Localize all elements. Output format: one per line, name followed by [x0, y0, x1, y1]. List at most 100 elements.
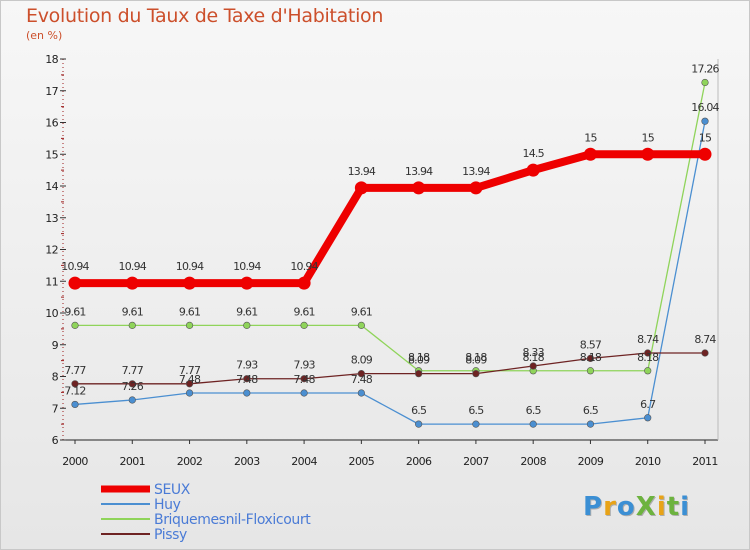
y-tick-label: 9 — [52, 339, 59, 352]
data-point — [415, 370, 423, 378]
data-label: 13.94 — [348, 165, 376, 178]
chart-title: Evolution du Taux de Taxe d'Habitation — [26, 5, 384, 27]
series-line — [71, 150, 709, 288]
legend-label: SEUX — [154, 482, 191, 498]
data-label: 6.5 — [583, 404, 599, 417]
data-label: 6.5 — [526, 404, 542, 417]
x-tick-label: 2001 — [119, 455, 145, 468]
data-label: 9.61 — [236, 305, 257, 318]
data-point — [529, 362, 537, 370]
data-label: 8.18 — [408, 351, 430, 364]
x-tick-label: 2011 — [692, 455, 718, 468]
data-point — [243, 389, 251, 397]
data-point — [71, 321, 79, 329]
x-tick-label: 2005 — [349, 455, 375, 468]
data-label: 9.61 — [64, 305, 85, 318]
y-tick-label: 18 — [45, 53, 58, 66]
data-point — [641, 147, 655, 161]
y-tick-label: 10 — [45, 307, 58, 320]
data-label: 14.5 — [523, 147, 545, 160]
data-label: 8.57 — [580, 338, 602, 351]
logo-letter: i — [656, 492, 667, 522]
data-label: 17.26 — [691, 62, 719, 75]
data-point — [185, 389, 194, 397]
x-tick-label: 2006 — [406, 455, 432, 468]
data-point — [526, 163, 540, 177]
legend-item: SEUX — [101, 482, 191, 498]
data-point — [644, 349, 652, 357]
legend-label: Pissy — [154, 527, 187, 543]
data-label: 15 — [642, 131, 655, 144]
data-point — [529, 420, 537, 428]
data-point — [185, 380, 194, 388]
data-point — [300, 389, 308, 397]
chart-axes: 6 7 8 9 10 11 12 13 14 15 16 17 18 2000 2001 2002 2003 20… — [45, 53, 719, 468]
y-tick-label: 14 — [45, 180, 58, 193]
data-label: 7.93 — [293, 359, 315, 372]
data-point — [297, 276, 311, 290]
data-label: 7.93 — [236, 359, 258, 372]
data-label: 8.09 — [351, 354, 373, 367]
data-label: 8.18 — [523, 351, 545, 364]
data-label: 6.5 — [411, 404, 427, 417]
data-point — [243, 321, 251, 329]
y-tick-label: 6 — [52, 434, 59, 447]
data-point — [300, 375, 308, 383]
data-label: 7.48 — [293, 373, 315, 386]
data-point — [586, 367, 595, 375]
data-label: 7.77 — [179, 364, 201, 377]
data-point — [701, 78, 709, 87]
data-point — [644, 367, 652, 375]
data-label: 10.94 — [233, 260, 261, 273]
legend-item: Briquemesnil-Floxicourt — [101, 512, 312, 528]
data-point — [472, 370, 480, 378]
x-tick-label: 2008 — [520, 455, 546, 468]
x-tick-label: 2000 — [62, 455, 88, 468]
data-label: 8.33 — [523, 346, 545, 359]
data-point — [469, 181, 483, 195]
series-pissy — [71, 349, 709, 388]
data-label: 15 — [699, 131, 712, 144]
data-label: 8.18 — [465, 351, 487, 364]
data-point — [586, 420, 595, 428]
series-huy — [71, 117, 709, 428]
x-tick-label: 2004 — [291, 455, 317, 468]
legend-label: Huy — [154, 497, 181, 513]
data-point — [644, 414, 652, 422]
data-point — [125, 276, 139, 290]
data-label: 7.77 — [64, 364, 86, 377]
data-point — [128, 396, 136, 404]
series-seux — [68, 147, 712, 290]
series-line — [74, 81, 706, 372]
data-point — [128, 321, 136, 329]
data-label: 7.77 — [122, 364, 144, 377]
data-label: 7.12 — [64, 384, 85, 397]
data-label: 8.74 — [694, 333, 716, 346]
data-label: 8.18 — [580, 351, 602, 364]
y-tick-label: 17 — [45, 85, 58, 98]
logo-letter: o — [616, 492, 636, 522]
x-tick-label: 2007 — [463, 455, 489, 468]
data-point — [701, 117, 709, 125]
x-tick-label: 2003 — [234, 455, 260, 468]
data-label: 9.61 — [179, 305, 200, 318]
chart-unit-label: (en %) — [26, 29, 63, 42]
data-point — [68, 276, 82, 290]
logo-letter: r — [603, 492, 617, 522]
data-label: 7.48 — [236, 373, 258, 386]
data-label: 15 — [584, 131, 597, 144]
logo-letter: X — [635, 492, 657, 522]
data-point — [412, 181, 426, 195]
data-label: 13.94 — [405, 165, 433, 178]
value-labels-layer: 10.94 10.94 10.94 10.94 10.94 13.94 13.94 13.94… — [61, 62, 720, 417]
series-line — [74, 120, 706, 425]
data-point — [300, 321, 308, 329]
data-label: 10.94 — [119, 260, 147, 273]
data-point — [240, 276, 254, 290]
data-label: 6.5 — [468, 404, 484, 417]
series-layer — [68, 78, 712, 428]
data-label: 9.61 — [122, 305, 143, 318]
data-label: 10.94 — [176, 260, 204, 273]
